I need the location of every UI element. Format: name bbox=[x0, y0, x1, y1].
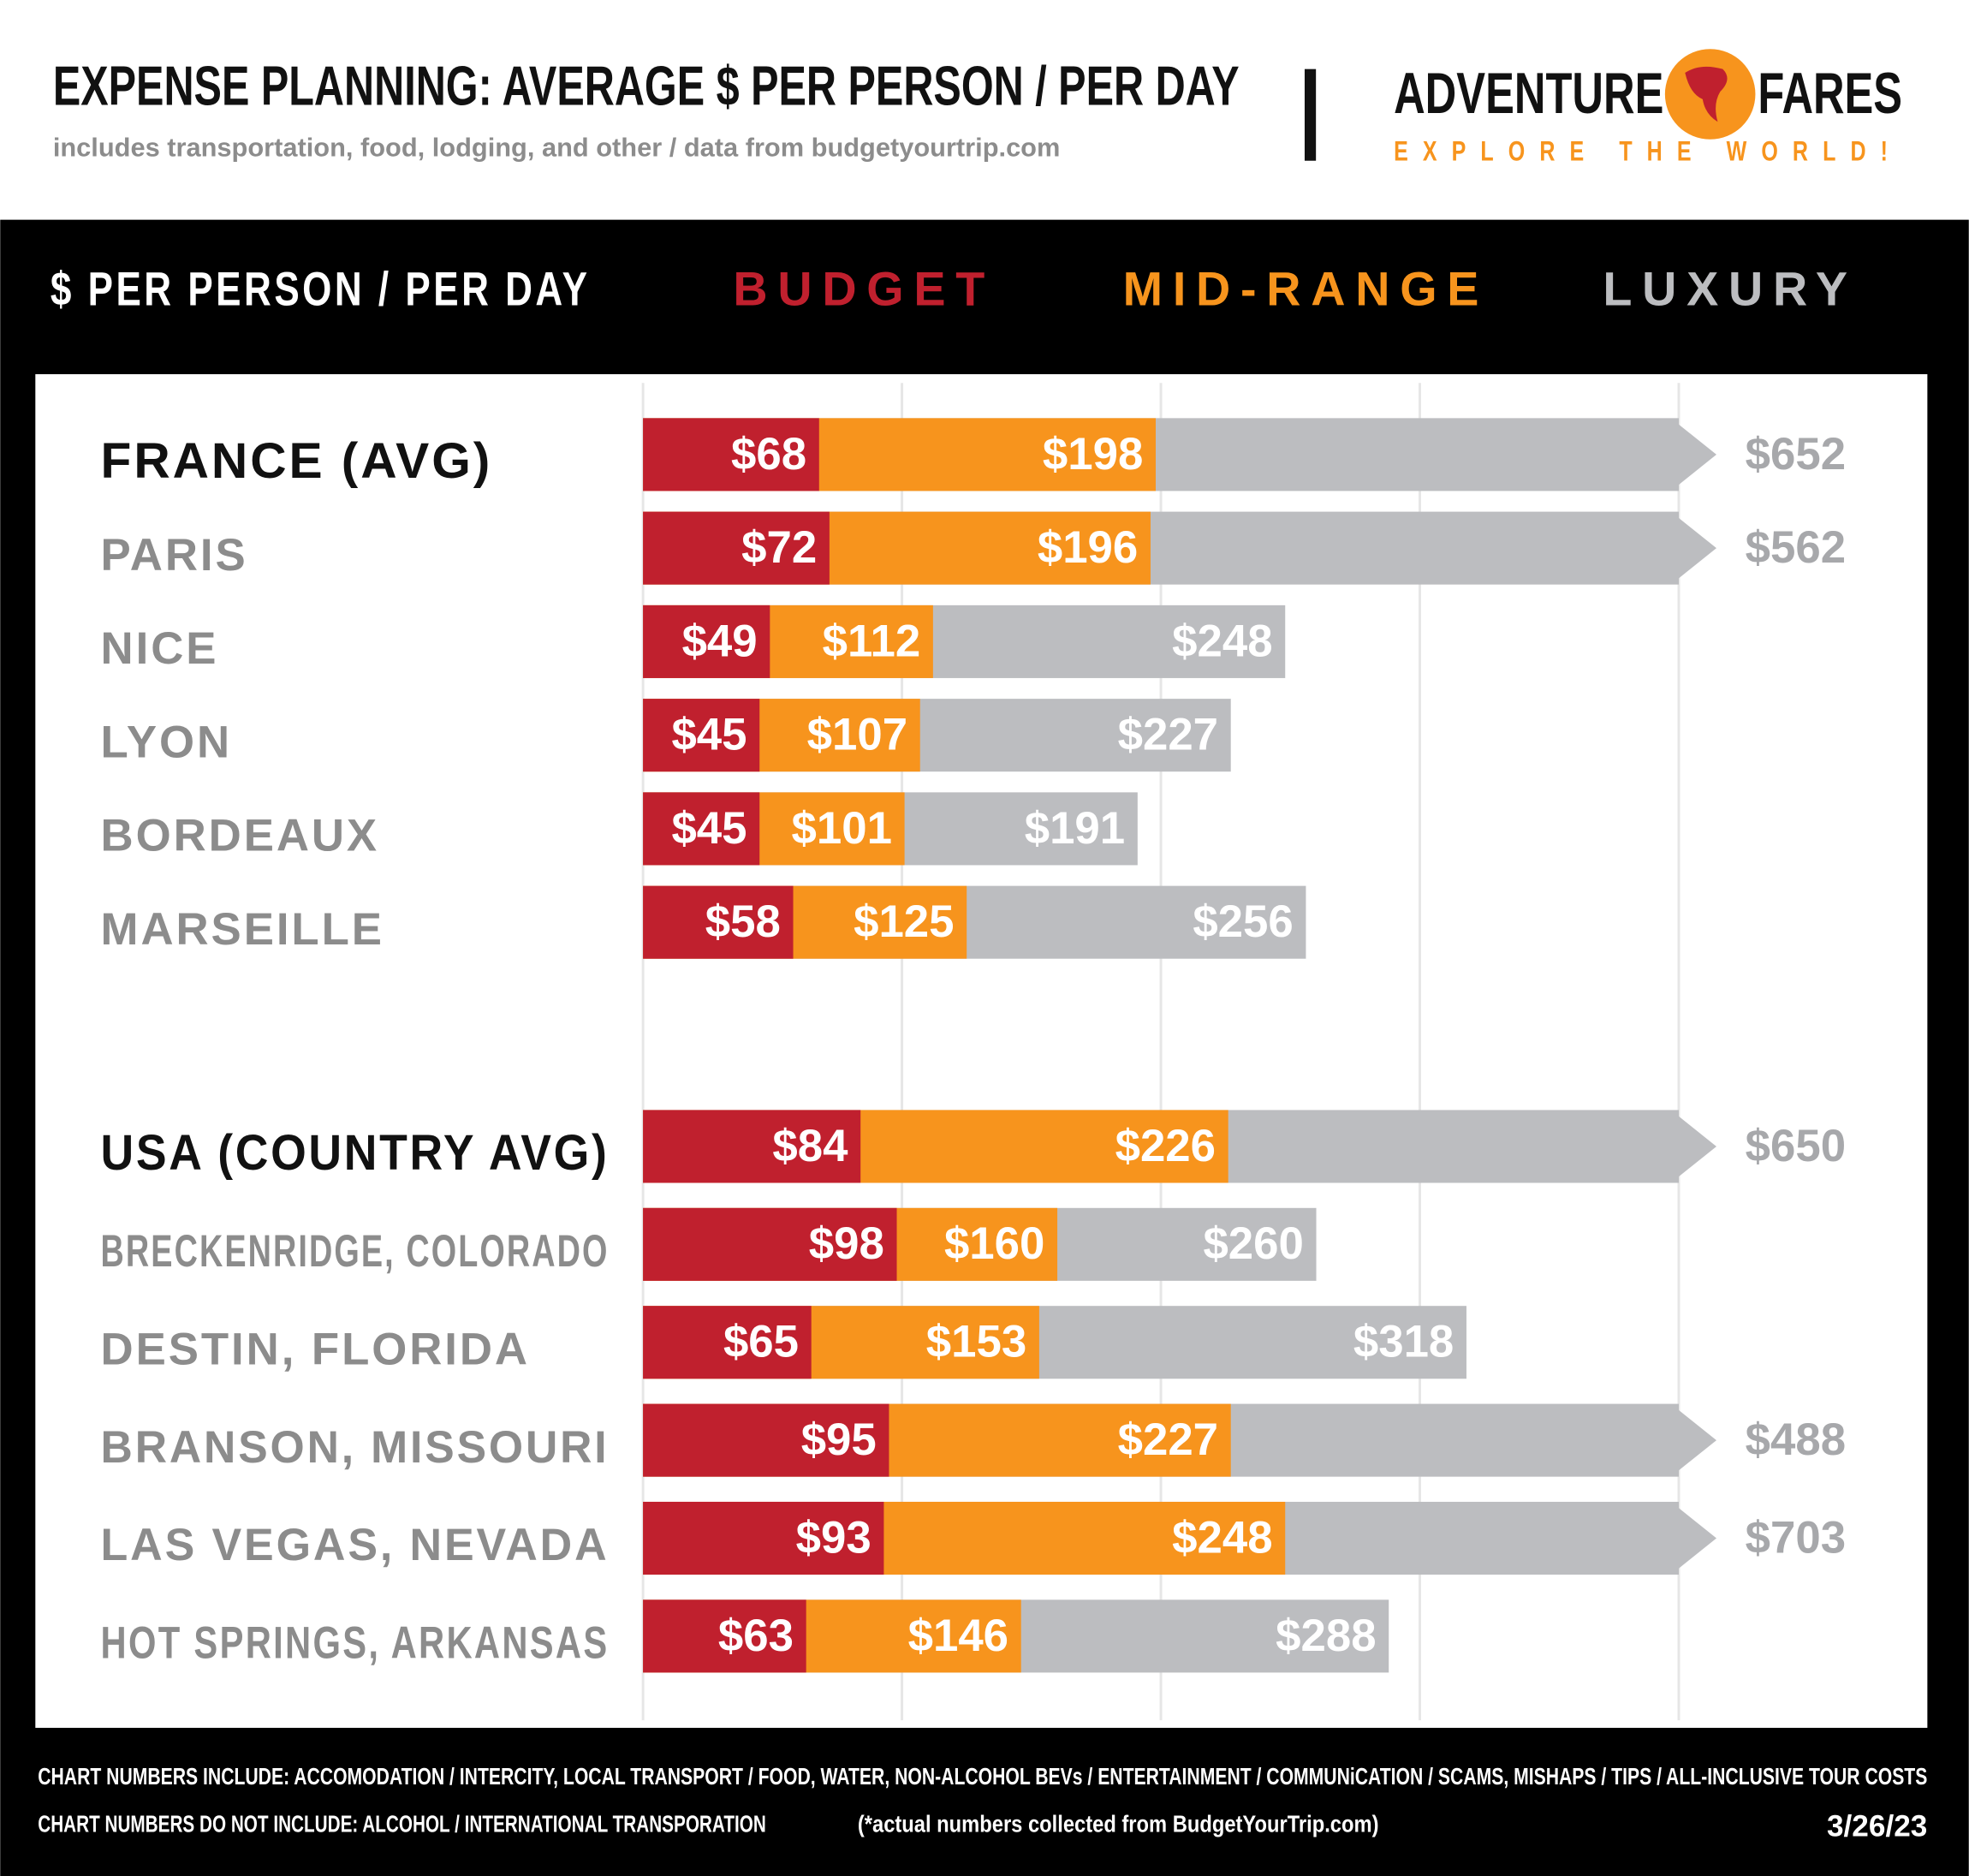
bar bbox=[643, 1599, 806, 1673]
category-label: BRECKENRIDGE, COLORADO bbox=[101, 1226, 610, 1277]
tagline: EXPLORE THE WORLD! bbox=[1394, 135, 1902, 166]
value-label: $198 bbox=[1043, 429, 1143, 479]
legend-label: BUDGET bbox=[733, 262, 995, 315]
value-label: $84 bbox=[772, 1121, 848, 1171]
value-label: $488 bbox=[1746, 1414, 1846, 1465]
overflow-arrow bbox=[1678, 424, 1716, 485]
bar bbox=[643, 418, 819, 491]
overflow-arrow bbox=[1678, 1508, 1716, 1569]
title: EXPENSE PLANNING: AVERAGE $ PER PERSON /… bbox=[53, 56, 1240, 117]
bar bbox=[643, 1207, 897, 1281]
bar bbox=[643, 1403, 889, 1477]
value-label: $227 bbox=[1118, 710, 1218, 760]
category-label: MARSEILLE bbox=[101, 904, 384, 955]
bar bbox=[643, 1306, 812, 1379]
subtitle: includes transportation, food, lodging, … bbox=[53, 133, 1061, 163]
value-label: $288 bbox=[1276, 1611, 1376, 1661]
value-label: $248 bbox=[1172, 616, 1272, 666]
value-label: $256 bbox=[1193, 896, 1293, 947]
value-label: $107 bbox=[807, 710, 907, 760]
value-label: $652 bbox=[1746, 429, 1846, 479]
category-label: BORDEAUX bbox=[101, 811, 380, 861]
category-label: FRANCE (AVG) bbox=[101, 433, 493, 489]
category-label: BRANSON, MISSOURI bbox=[101, 1422, 610, 1473]
source-note: (*actual numbers collected from BudgetYo… bbox=[858, 1811, 1379, 1837]
value-label: $703 bbox=[1746, 1512, 1846, 1563]
value-label: $146 bbox=[908, 1611, 1008, 1661]
category-label: USA (COUNTRY AVG) bbox=[101, 1125, 610, 1181]
value-label: $196 bbox=[1038, 522, 1138, 573]
value-label: $45 bbox=[671, 803, 747, 854]
bar bbox=[643, 604, 770, 678]
value-label: $318 bbox=[1353, 1317, 1454, 1367]
legend-label: LUXURY bbox=[1603, 262, 1857, 315]
value-label: $153 bbox=[926, 1317, 1026, 1367]
value-label: $227 bbox=[1118, 1414, 1218, 1465]
value-label: $65 bbox=[723, 1317, 799, 1367]
value-label: $562 bbox=[1746, 522, 1846, 573]
value-label: $650 bbox=[1746, 1121, 1846, 1171]
globe-continent bbox=[1685, 66, 1728, 122]
value-label: $226 bbox=[1115, 1121, 1216, 1171]
date: 3/26/23 bbox=[1827, 1810, 1927, 1843]
bar bbox=[643, 1501, 884, 1575]
value-label: $72 bbox=[741, 522, 817, 573]
bar bbox=[643, 699, 760, 772]
category-label: LYON bbox=[101, 717, 233, 767]
divider bbox=[1304, 68, 1317, 161]
legend-title: $ PER PERSON / PER DAY bbox=[51, 262, 591, 315]
footer-includes: CHART NUMBERS INCLUDE: ACCOMODATION / IN… bbox=[38, 1763, 1927, 1790]
category-label: NICE bbox=[101, 623, 219, 674]
value-label: $93 bbox=[796, 1512, 871, 1563]
value-label: $125 bbox=[854, 896, 954, 947]
overflow-arrow bbox=[1678, 1409, 1716, 1471]
value-label: $45 bbox=[671, 710, 747, 760]
bar bbox=[643, 792, 760, 866]
value-label: $49 bbox=[682, 616, 758, 666]
value-label: $95 bbox=[801, 1414, 877, 1465]
footer-excludes: CHART NUMBERS DO NOT INCLUDE: ALCOHOL / … bbox=[38, 1811, 766, 1837]
value-label: $68 bbox=[731, 429, 806, 479]
bar bbox=[643, 511, 830, 585]
legend-label: MID-RANGE bbox=[1123, 262, 1490, 315]
category-label: PARIS bbox=[101, 530, 248, 581]
overflow-arrow bbox=[1678, 1116, 1716, 1177]
value-label: $191 bbox=[1025, 803, 1125, 854]
value-label: $63 bbox=[718, 1611, 794, 1661]
value-label: $98 bbox=[809, 1218, 884, 1269]
bar bbox=[643, 1110, 861, 1183]
value-label: $260 bbox=[1203, 1218, 1303, 1269]
brand-left: ADVENTURE bbox=[1394, 62, 1663, 126]
overflow-arrow bbox=[1678, 517, 1716, 579]
value-label: $248 bbox=[1172, 1512, 1272, 1563]
value-label: $112 bbox=[823, 616, 921, 666]
value-label: $160 bbox=[944, 1218, 1044, 1269]
category-label: HOT SPRINGS, ARKANSAS bbox=[101, 1618, 610, 1669]
value-label: $101 bbox=[792, 803, 892, 854]
bar bbox=[643, 885, 794, 959]
category-label: DESTIN, FLORIDA bbox=[101, 1324, 530, 1374]
value-label: $58 bbox=[705, 896, 781, 947]
brand-right: FARES bbox=[1758, 62, 1902, 126]
category-label: LAS VEGAS, NEVADA bbox=[101, 1520, 610, 1570]
